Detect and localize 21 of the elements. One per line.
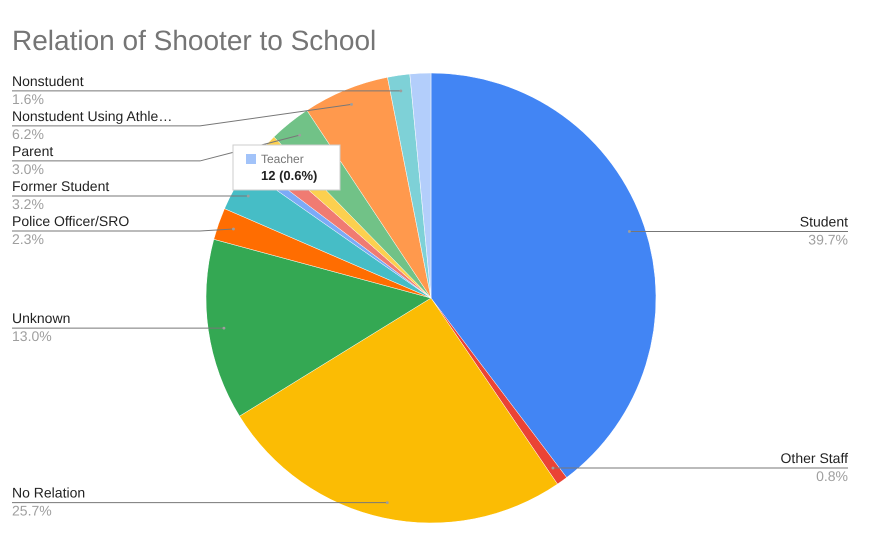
slice-label: Former Student [12,178,110,194]
data-label: 3.0% [12,160,44,177]
data-label: 1.6% [12,90,44,107]
data-label: 25.7% [12,502,52,519]
slice-label: Nonstudent [12,72,84,89]
data-label: 3.2% [12,196,44,212]
slice-label: No Relation [12,484,86,501]
data-label: 39.7% [808,231,848,248]
data-label: 6.2% [12,126,44,142]
data-label: 13.0% [12,328,52,344]
slice-label: Student [800,213,848,230]
slice-label: Nonstudent Using Athle… [12,108,172,124]
chart-title: Relation of Shooter to School [12,25,376,56]
data-label: 0.8% [816,468,848,484]
slice-label: Police Officer/SRO [12,213,130,230]
data-label: 12 (0.6%) [261,168,318,183]
slice-label: Parent [12,142,54,159]
legend-label: Teacher [261,152,304,166]
slice-label: Other Staff [780,450,848,466]
slice-label: Unknown [12,310,70,326]
data-label: 2.3% [12,231,44,248]
